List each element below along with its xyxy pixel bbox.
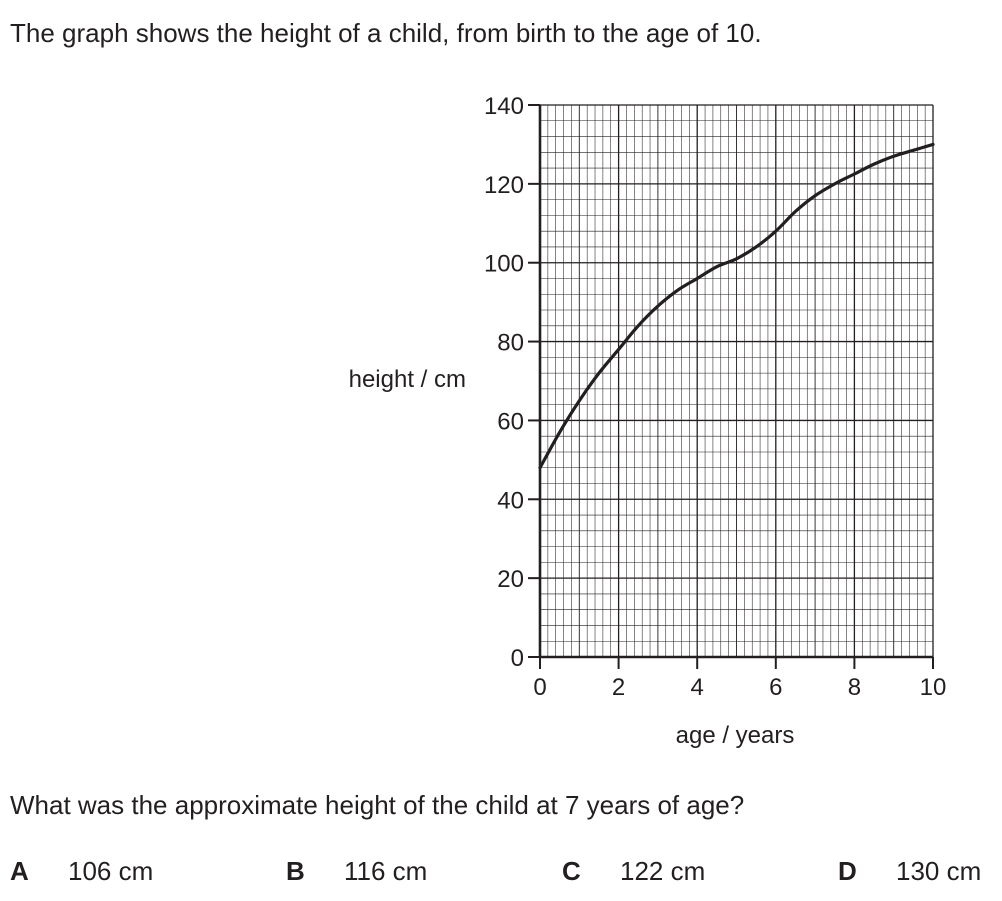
y-tick-label: 120 <box>484 172 524 199</box>
option-letter: A <box>10 856 29 886</box>
option-c[interactable]: C 122 cm <box>562 856 705 887</box>
y-axis-label: height / cm <box>349 366 466 393</box>
axes <box>538 105 933 659</box>
minor-grid <box>540 105 933 657</box>
x-tick-label: 10 <box>920 674 947 701</box>
tick-labels: 0 20 40 60 80 100 120 140 0 2 4 6 8 10 <box>484 93 946 701</box>
option-b[interactable]: B 116 cm <box>286 856 427 887</box>
intro-text: The graph shows the height of a child, f… <box>10 18 762 48</box>
height-chart: 0 20 40 60 80 100 120 140 0 2 4 6 8 10 height / cm ag… <box>349 93 947 749</box>
y-tick-label: 80 <box>497 330 524 357</box>
x-tick-label: 6 <box>769 674 782 701</box>
y-tick-label: 140 <box>484 93 524 120</box>
x-tick-label: 4 <box>691 674 704 701</box>
option-a[interactable]: A 106 cm <box>10 856 153 887</box>
y-tick-label: 20 <box>497 566 524 593</box>
option-letter: D <box>838 856 857 886</box>
y-tick-label: 100 <box>484 251 524 278</box>
option-letter: B <box>286 856 305 886</box>
x-tick-label: 8 <box>848 674 861 701</box>
option-letter: C <box>562 856 581 886</box>
option-d[interactable]: D 130 cm <box>838 856 981 887</box>
y-tick-label: 40 <box>497 487 524 514</box>
tick-marks <box>528 104 934 669</box>
option-value: 130 cm <box>896 856 982 886</box>
option-value: 106 cm <box>68 856 154 886</box>
option-value: 122 cm <box>620 856 706 886</box>
question-text: What was the approximate height of the c… <box>10 790 745 820</box>
x-tick-label: 0 <box>533 674 546 701</box>
x-axis-label: age / years <box>676 722 795 749</box>
option-value: 116 cm <box>344 856 428 886</box>
y-tick-label: 0 <box>511 645 524 672</box>
y-tick-label: 60 <box>497 408 524 435</box>
x-tick-label: 2 <box>612 674 625 701</box>
height-curve <box>538 142 935 470</box>
